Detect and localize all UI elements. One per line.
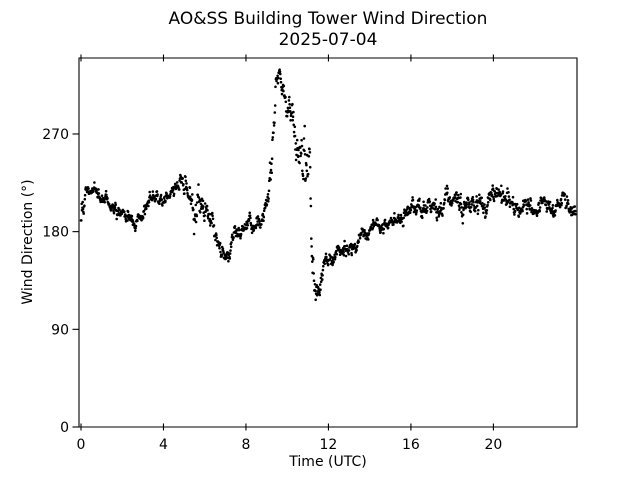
x-axis-label: Time (UTC)	[288, 454, 366, 470]
y-tick-label-90: 90	[51, 322, 69, 338]
plot-border	[78, 57, 578, 428]
x-tick-label-4: 4	[159, 437, 168, 453]
x-tick-label-16: 16	[402, 437, 420, 453]
chart-title: AO&SS Building Tower Wind Direction	[169, 9, 488, 29]
scatter-points	[79, 68, 577, 301]
x-tick-label-8: 8	[241, 437, 250, 453]
wind-direction-series	[79, 68, 577, 301]
y-tick-label-0: 0	[60, 420, 69, 436]
y-axis-label: Wind Direction (°)	[20, 179, 36, 304]
x-tick-label-0: 0	[77, 437, 86, 453]
y-axis-ticks: 0 90 180 270	[42, 127, 79, 436]
x-tick-label-20: 20	[484, 437, 502, 453]
x-tick-label-12: 12	[320, 437, 338, 453]
chart-subtitle: 2025-07-04	[279, 30, 378, 50]
x-axis-ticks: 0 4 8 12 16 20	[77, 54, 502, 453]
y-tick-label-270: 270	[42, 127, 69, 143]
plot-area: 0 4 8 12 16 20 0 90 180 270	[42, 54, 578, 453]
y-tick-label-180: 180	[42, 225, 69, 241]
